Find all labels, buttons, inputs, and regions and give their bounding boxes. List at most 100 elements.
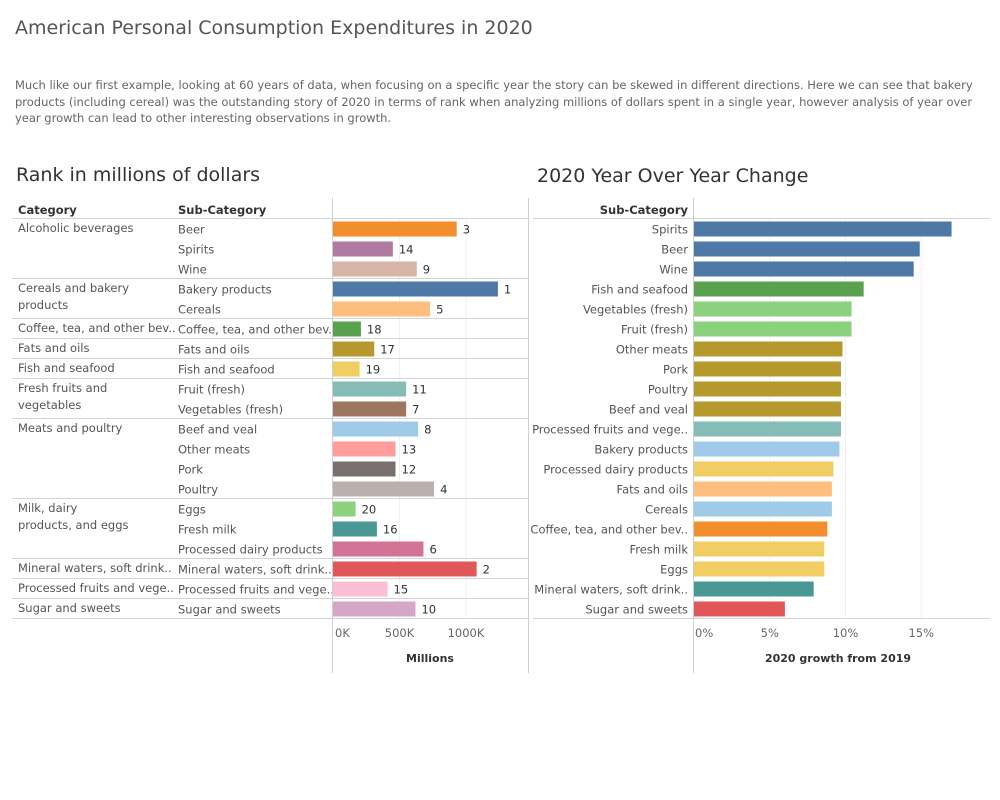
rank-bar: [333, 321, 361, 337]
subcategory-label: Cereals: [178, 303, 221, 317]
yoy-subcategory-label: Fresh milk: [629, 543, 688, 557]
rank-bar: [333, 441, 396, 457]
subcategory-label: Fruit (fresh): [178, 383, 245, 397]
rank-data-label: 17: [380, 343, 395, 357]
category-label: Fish and seafood: [18, 361, 115, 375]
subcategory-label: Spirits: [178, 243, 214, 257]
yoy-chart-title: 2020 Year Over Year Change: [537, 165, 809, 187]
rank-bar: [333, 341, 375, 357]
yoy-subcategory-label: Poultry: [648, 383, 688, 397]
subcategory-label: Bakery products: [178, 283, 272, 297]
rank-data-label: 13: [402, 443, 417, 457]
rank-bar: [333, 481, 435, 497]
rank-data-label: 19: [366, 363, 381, 377]
rank-data-label: 12: [402, 463, 417, 477]
rank-bar: [333, 221, 457, 237]
yoy-subcategory-label: Eggs: [660, 563, 688, 577]
subcategory-label: Coffee, tea, and other bev..: [178, 323, 336, 337]
category-label: Mineral waters, soft drink..: [18, 561, 172, 575]
yoy-subcategory-label: Spirits: [652, 223, 688, 237]
yoy-bar: [694, 361, 841, 377]
yoy-subcategory-label: Wine: [659, 263, 688, 277]
yoy-tick-label: 10%: [833, 626, 859, 640]
yoy-bar: [694, 261, 914, 277]
subcategory-label: Fresh milk: [178, 523, 237, 537]
subcategory-label: Fish and seafood: [178, 363, 275, 377]
subcategory-label: Eggs: [178, 503, 206, 517]
rank-data-label: 1: [504, 283, 511, 297]
rank-tick-label: 1000K: [448, 626, 485, 640]
yoy-bar: [694, 301, 852, 317]
yoy-tick-label: 0%: [695, 626, 713, 640]
subcategory-header: Sub-Category: [178, 203, 267, 217]
yoy-bar: [694, 381, 841, 397]
subcategory-label: Beer: [178, 223, 205, 237]
rank-data-label: 16: [383, 523, 398, 537]
subcategory-label: Sugar and sweets: [178, 603, 281, 617]
yoy-subcategory-label: Fish and seafood: [591, 283, 688, 297]
rank-data-label: 14: [399, 243, 414, 257]
rank-tick-label: 0K: [335, 626, 350, 640]
rank-bar: [333, 361, 360, 377]
rank-data-label: 8: [424, 423, 431, 437]
yoy-subcategory-label: Coffee, tea, and other bev..: [530, 523, 688, 537]
category-label: Alcoholic beverages: [18, 221, 134, 235]
yoy-bar: [694, 341, 843, 357]
category-label: products, and eggs: [18, 518, 129, 532]
category-label: Meats and poultry: [18, 421, 123, 435]
yoy-tick-label: 15%: [908, 626, 934, 640]
yoy-bar: [694, 401, 841, 417]
rank-bar: [333, 301, 431, 317]
yoy-bar: [694, 601, 785, 617]
page-description: Much like our first example, looking at …: [15, 78, 973, 125]
rank-bar: [333, 581, 388, 597]
category-label: Cereals and bakery: [18, 281, 129, 295]
subcategory-label: Wine: [178, 263, 207, 277]
rank-data-label: 5: [436, 303, 443, 317]
category-label: Fats and oils: [18, 341, 89, 355]
rank-data-label: 2: [483, 563, 490, 577]
yoy-bar: [694, 281, 864, 297]
rank-data-label: 7: [412, 403, 419, 417]
category-header: Category: [18, 203, 77, 217]
yoy-subcategory-label: Other meats: [616, 343, 688, 357]
yoy-bar: [694, 561, 825, 577]
rank-data-label: 11: [412, 383, 427, 397]
rank-bar: [333, 601, 416, 617]
yoy-subcategory-label: Bakery products: [594, 443, 688, 457]
rank-bar: [333, 521, 377, 537]
rank-data-label: 6: [429, 543, 436, 557]
yoy-bar: [694, 441, 840, 457]
subcategory-label: Fats and oils: [178, 343, 249, 357]
rank-bar: [333, 401, 407, 417]
yoy-subcategory-label: Pork: [663, 363, 688, 377]
yoy-subcategory-label: Fruit (fresh): [621, 323, 688, 337]
subcategory-label: Vegetables (fresh): [178, 403, 283, 417]
category-label: Fresh fruits and: [18, 381, 107, 395]
yoy-subcategory-label: Fats and oils: [617, 483, 688, 497]
yoy-bar: [694, 481, 832, 497]
rank-data-label: 20: [362, 503, 377, 517]
yoy-bar: [694, 241, 920, 257]
yoy-bar: [694, 521, 828, 537]
rank-data-label: 4: [440, 483, 447, 497]
yoy-bar: [694, 461, 834, 477]
rank-bar: [333, 561, 477, 577]
rank-data-label: 18: [367, 323, 382, 337]
yoy-subcategory-label: Processed dairy products: [543, 463, 688, 477]
rank-bar: [333, 281, 498, 297]
yoy-subcategory-label: Beer: [661, 243, 688, 257]
yoy-bar: [694, 221, 952, 237]
yoy-axis-title: 2020 growth from 2019: [765, 652, 911, 665]
subcategory-label: Mineral waters, soft drink..: [178, 563, 332, 577]
subcategory-label: Processed fruits and vege..: [178, 583, 334, 597]
rank-data-label: 15: [394, 583, 409, 597]
rank-data-label: 9: [423, 263, 430, 277]
yoy-tick-label: 5%: [761, 626, 779, 640]
yoy-subcategory-label: Processed fruits and vege..: [532, 423, 688, 437]
yoy-bar: [694, 421, 841, 437]
category-label: Sugar and sweets: [18, 601, 121, 615]
subcategory-label: Processed dairy products: [178, 543, 323, 557]
subcategory-label: Poultry: [178, 483, 218, 497]
